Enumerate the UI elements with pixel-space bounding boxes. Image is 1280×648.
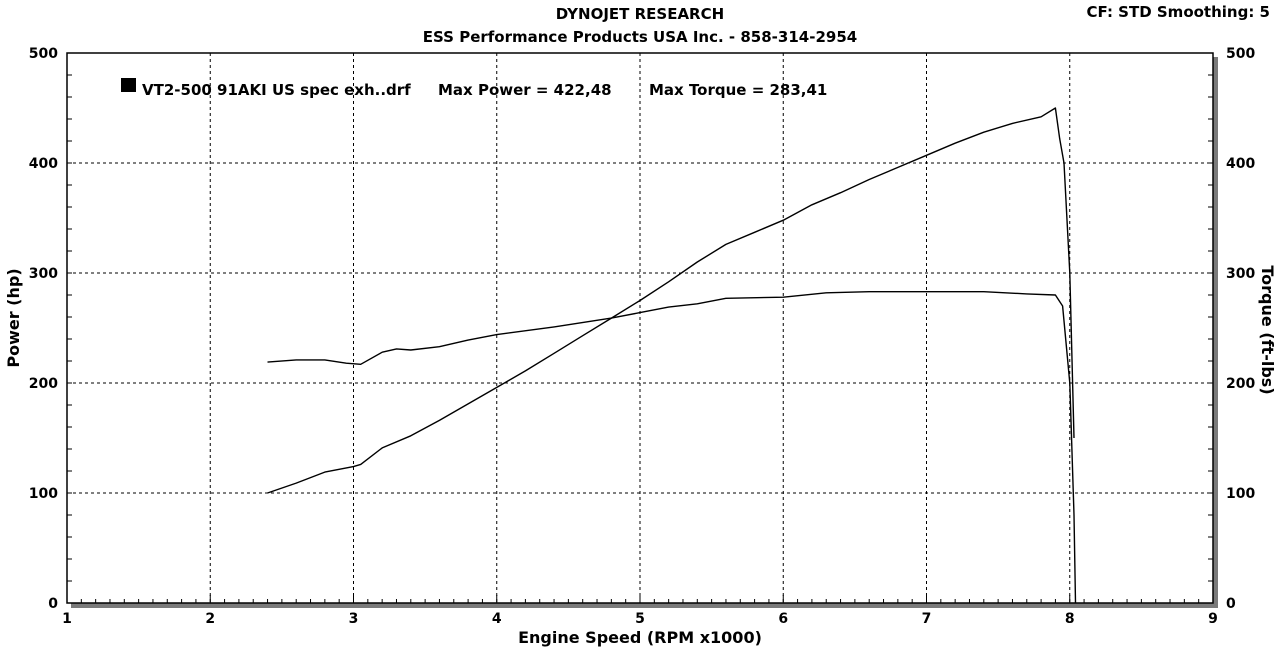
legend-marker	[121, 78, 136, 92]
legend-run-file: VT2-500 91AKI US spec exh..drf	[142, 81, 411, 99]
x-tick-label: 2	[205, 611, 215, 627]
series-line-power	[267, 107, 1075, 494]
plot-frame	[66, 52, 1214, 604]
legend-max-torque: Max Torque = 283,41	[649, 81, 827, 99]
x-tick-label: 7	[922, 611, 932, 627]
y-right-tick-label: 400	[1226, 156, 1255, 172]
x-tick-label: 3	[349, 611, 359, 627]
plot-frame-shadow-bottom	[71, 603, 1218, 608]
y-right-tick-label: 500	[1226, 46, 1255, 62]
y-left-tick-label: 200	[29, 376, 58, 392]
y-right-tick-label: 100	[1226, 486, 1255, 502]
x-axis-label: Engine Speed (RPM x1000)	[518, 628, 762, 647]
y-right-tick-label: 300	[1226, 266, 1255, 282]
y-left-tick-label: 300	[29, 266, 58, 282]
x-tick-label: 9	[1208, 611, 1218, 627]
x-tick-label: 6	[778, 611, 788, 627]
chart-title: DYNOJET RESEARCH	[555, 5, 725, 23]
series-line-torque	[267, 291, 1077, 604]
y-right-tick-label: 200	[1226, 376, 1255, 392]
x-tick-label: 1	[62, 611, 72, 627]
y-axis-label-torque: Torque (ft-lbs)	[1258, 265, 1277, 394]
y-left-tick-label: 0	[48, 596, 58, 612]
legend-max-power: Max Power = 422,48	[438, 81, 612, 99]
y-left-tick-label: 100	[29, 486, 58, 502]
chart-subtitle: ESS Performance Products USA Inc. - 858-…	[422, 28, 858, 46]
x-tick-label: 4	[492, 611, 502, 627]
y-left-tick-label: 400	[29, 156, 58, 172]
y-axis-label-power: Power (hp)	[4, 268, 23, 367]
x-tick-label: 5	[635, 611, 645, 627]
y-right-tick-label: 0	[1226, 596, 1236, 612]
plot-frame-shadow-right	[1213, 57, 1218, 608]
correction-smoothing-info: CF: STD Smoothing: 5	[1086, 3, 1270, 21]
x-tick-label: 8	[1065, 611, 1075, 627]
y-left-tick-label: 500	[29, 46, 58, 62]
